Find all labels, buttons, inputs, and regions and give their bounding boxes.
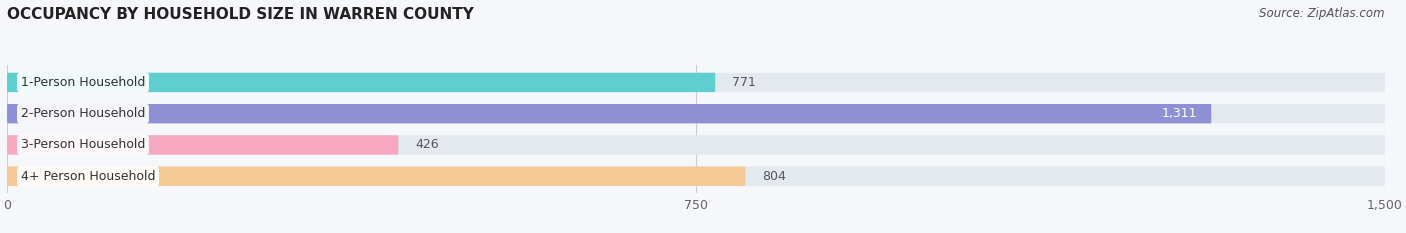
FancyBboxPatch shape [7, 73, 1385, 92]
FancyBboxPatch shape [7, 104, 1385, 123]
Text: 1-Person Household: 1-Person Household [21, 76, 145, 89]
Text: 1,311: 1,311 [1161, 107, 1198, 120]
FancyBboxPatch shape [7, 167, 745, 186]
FancyBboxPatch shape [7, 73, 716, 92]
Text: 804: 804 [762, 170, 786, 183]
FancyBboxPatch shape [7, 135, 398, 155]
Text: 771: 771 [731, 76, 755, 89]
Text: 4+ Person Household: 4+ Person Household [21, 170, 155, 183]
Text: Source: ZipAtlas.com: Source: ZipAtlas.com [1260, 7, 1385, 20]
Text: 3-Person Household: 3-Person Household [21, 138, 145, 151]
FancyBboxPatch shape [7, 135, 1385, 155]
Text: OCCUPANCY BY HOUSEHOLD SIZE IN WARREN COUNTY: OCCUPANCY BY HOUSEHOLD SIZE IN WARREN CO… [7, 7, 474, 22]
FancyBboxPatch shape [7, 104, 1212, 123]
FancyBboxPatch shape [7, 167, 1385, 186]
Text: 2-Person Household: 2-Person Household [21, 107, 145, 120]
Text: 426: 426 [415, 138, 439, 151]
